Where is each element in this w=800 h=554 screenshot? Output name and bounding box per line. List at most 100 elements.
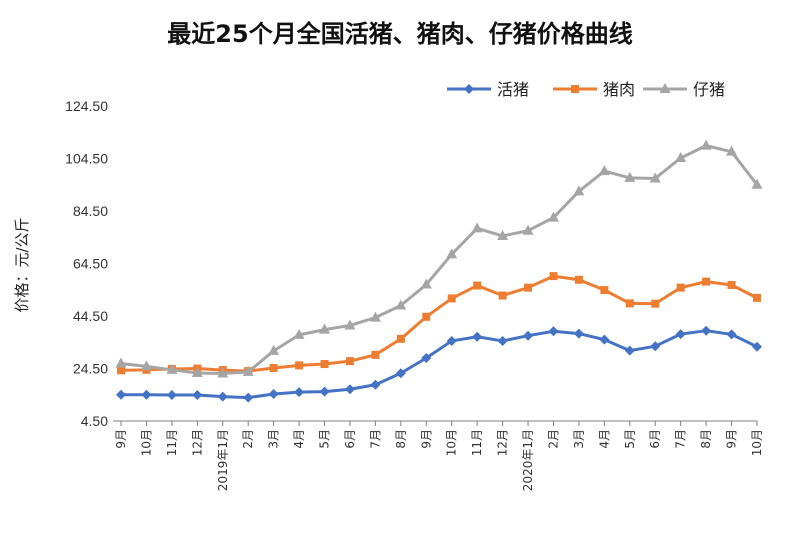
data-point-diamond [726, 329, 737, 340]
data-point-square [676, 283, 685, 292]
data-point-diamond [548, 326, 559, 337]
legend-item: 活猪 [447, 80, 529, 99]
series-layer [115, 139, 763, 403]
data-point-square [447, 294, 456, 303]
y-tick-label: 64.50 [73, 256, 108, 272]
data-point-triangle [751, 178, 763, 189]
legend-marker [659, 83, 671, 93]
data-point-diamond [217, 391, 228, 402]
series-line [120, 144, 759, 375]
legend-item: 猪肉 [553, 80, 635, 99]
chart-title: 最近25个月全国活猪、猪肉、仔猪价格曲线 [167, 20, 632, 48]
data-point-triangle [726, 145, 738, 156]
data-point-diamond [344, 384, 355, 395]
data-point-triangle [319, 323, 331, 334]
x-tick-label: 4月 [597, 429, 611, 449]
y-axis-label: 价格：元/公斤 [13, 217, 31, 312]
x-tick-label: 2月 [546, 429, 560, 449]
legend: 活猪 猪肉 仔猪 [447, 80, 725, 99]
data-point-square [295, 361, 304, 370]
data-point-triangle [293, 328, 305, 339]
x-tick-label: 9月 [725, 429, 739, 449]
data-point-square [320, 360, 329, 369]
data-point-triangle [369, 311, 381, 322]
x-tick-label: 2020年1月 [521, 429, 535, 491]
data-point-diamond [624, 345, 635, 356]
data-point-triangle [166, 363, 178, 374]
x-tick-label: 6月 [648, 429, 662, 449]
data-point-square [600, 286, 609, 295]
data-point-square [651, 299, 660, 308]
series-line [120, 274, 758, 373]
data-point-triangle [497, 229, 509, 240]
data-point-diamond [599, 334, 610, 345]
x-tick-label: 3月 [267, 429, 281, 449]
data-point-square [269, 363, 278, 372]
y-tick-label: 104.50 [65, 151, 108, 167]
x-tick-label: 8月 [699, 429, 713, 449]
data-point-diamond [166, 390, 177, 401]
series-diamond [116, 325, 762, 403]
data-point-triangle [624, 171, 636, 182]
data-point-triangle [140, 360, 152, 371]
data-point-square [549, 272, 558, 281]
data-point-diamond [395, 368, 406, 379]
data-point-diamond [573, 328, 584, 339]
data-point-triangle [547, 211, 559, 222]
legend-label: 猪肉 [603, 80, 635, 99]
data-point-diamond [497, 335, 508, 346]
x-tick-label: 12月 [496, 429, 510, 456]
data-point-diamond [523, 330, 534, 341]
y-tick-label: 44.50 [73, 308, 108, 324]
legend-item: 仔猪 [643, 80, 725, 99]
x-tick-label: 2019年1月 [216, 429, 230, 491]
x-tick-label: 11月 [470, 429, 484, 456]
series-square [117, 272, 761, 376]
data-point-diamond [268, 388, 279, 399]
data-point-triangle [573, 185, 585, 196]
data-point-square [753, 293, 761, 302]
x-tick-label: 10月 [445, 429, 459, 456]
x-tick-label: 11月 [165, 429, 179, 456]
y-tick-label: 4.50 [81, 413, 108, 429]
data-point-diamond [650, 341, 661, 352]
data-point-diamond [319, 386, 330, 397]
data-point-triangle [217, 367, 229, 378]
data-point-diamond [370, 379, 381, 390]
x-tick-label: 4月 [292, 429, 306, 449]
data-point-square [473, 281, 482, 290]
data-point-triangle [115, 357, 127, 368]
data-point-triangle [242, 365, 254, 376]
data-point-diamond [752, 341, 762, 352]
data-point-diamond [472, 331, 483, 342]
x-tick-label: 10月 [139, 429, 153, 456]
data-point-square [345, 357, 354, 366]
data-point-square [524, 283, 533, 292]
x-axis-ticks: 9月 10月 11月 12月 2019年1月 2月 3月 4月 5月 6月 7月 8月 9月 10月 11月… [114, 421, 764, 491]
data-point-square [702, 277, 711, 286]
data-point-square [117, 366, 125, 375]
data-point-diamond [243, 392, 254, 403]
x-tick-label: 9月 [114, 429, 128, 449]
data-point-square [396, 334, 405, 343]
data-point-square [371, 350, 380, 359]
x-tick-label: 2月 [241, 429, 255, 449]
data-point-triangle [446, 248, 458, 259]
x-tick-label: 7月 [368, 429, 382, 449]
x-tick-label: 8月 [394, 429, 408, 449]
data-point-diamond [421, 353, 432, 363]
data-point-triangle [420, 278, 432, 289]
x-tick-label: 5月 [623, 429, 637, 449]
data-point-triangle [522, 224, 534, 235]
data-point-square [498, 291, 507, 300]
data-point-triangle [471, 222, 483, 233]
data-point-square [574, 275, 583, 284]
data-point-triangle [598, 165, 610, 176]
x-tick-label: 9月 [419, 429, 433, 449]
legend-label: 仔猪 [693, 80, 725, 99]
data-point-triangle [344, 319, 356, 330]
data-point-square [625, 299, 634, 308]
x-tick-label: 5月 [318, 429, 332, 449]
data-point-diamond [701, 325, 712, 336]
